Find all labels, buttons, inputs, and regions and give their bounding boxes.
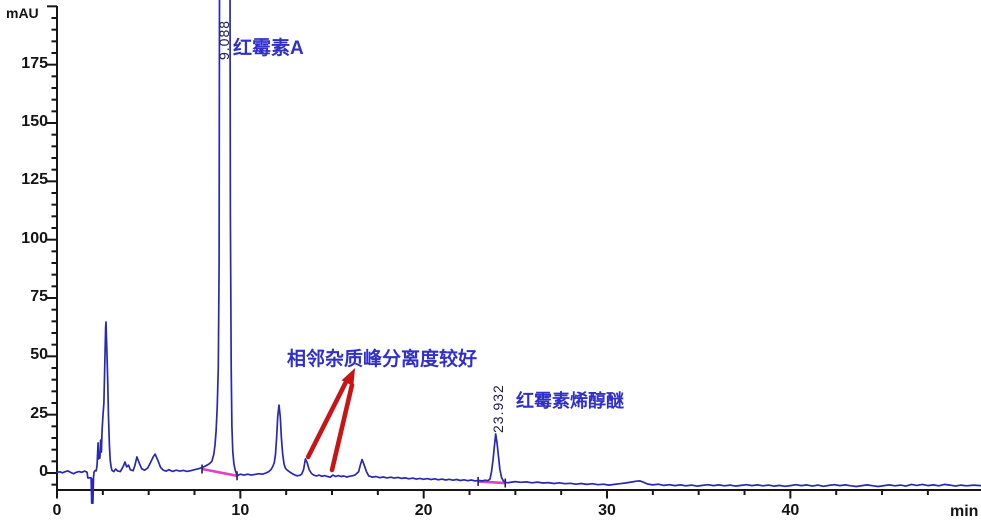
x-tick-label: 10 [231,502,250,519]
y-tick-label: 50 [30,346,48,364]
annotation-separation-note: 相邻杂质峰分离度较好 [287,349,478,370]
axis-lines [56,6,981,491]
y-tick-label: 75 [30,288,48,305]
x-tick-label: 0 [52,502,62,519]
y-tick-label: 125 [21,171,48,189]
annotation-arrow-shaft [329,382,355,473]
x-tick-label: 20 [414,502,433,519]
x-tick-label: 30 [598,502,616,519]
y-tick-label: 175 [21,54,48,72]
y-tick-label: 0 [39,463,48,480]
annotation-arrow-shaft [305,375,351,460]
x-tick-label: 40 [781,502,800,519]
peak-retention-time-label: 9.088 [216,19,232,60]
y-tick-label: 150 [21,113,48,130]
y-axis-unit-label: mAU [6,5,39,21]
annotation-enol-ether: 红霉素烯醇醚 [516,391,624,411]
integration-baseline [201,467,238,478]
y-tick-label: 25 [30,404,48,422]
x-axis-unit-label: min [950,503,979,520]
y-tick-label: 100 [21,229,48,247]
annotation-erythromycin-a: 红霉素A [233,38,304,59]
chromatogram-trace [56,0,981,504]
annotation-arrow-head [341,368,356,387]
peak-retention-time-label: 23.932 [490,384,506,433]
